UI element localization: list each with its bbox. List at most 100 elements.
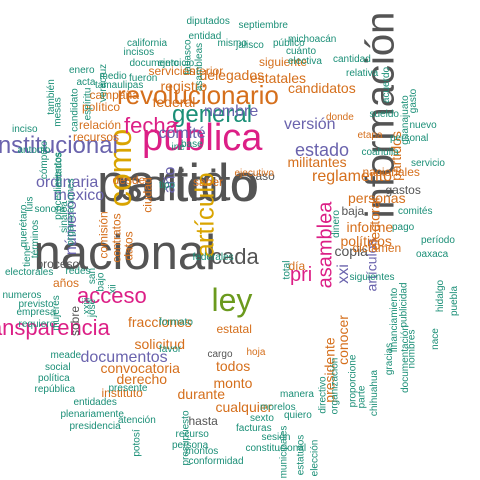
word-85: diputados	[186, 16, 230, 27]
word-66: datos	[121, 231, 136, 261]
word-189: bajo	[94, 272, 106, 292]
word-101: servicio	[411, 158, 445, 169]
word-185: redes	[65, 266, 91, 277]
word-71: gastos	[385, 183, 421, 197]
word-153: presidencia	[69, 421, 121, 432]
word-169: sexto	[250, 413, 274, 424]
word-20: méxico	[53, 187, 105, 204]
word-182: base	[181, 139, 203, 150]
word-113: documentación	[399, 325, 411, 393]
word-80: sobre	[68, 305, 83, 337]
word-122: acta	[76, 77, 96, 88]
word-100: personal	[390, 133, 429, 144]
word-107: nace	[429, 328, 441, 350]
word-83: entidad	[188, 31, 222, 42]
word-147: meade	[50, 350, 82, 361]
word-115: incisos	[123, 47, 155, 58]
word-175: parte	[355, 385, 367, 409]
word-31: registro	[160, 78, 208, 94]
word-156: potosí	[131, 429, 143, 457]
word-163: sesión	[261, 432, 291, 443]
word-144: empresa	[16, 307, 56, 318]
word-33: candidatos	[288, 80, 356, 96]
word-179: favor	[159, 344, 182, 355]
word-106: puebla	[449, 285, 461, 317]
word-30: delegados	[199, 67, 265, 83]
word-81: siguiente	[259, 55, 308, 69]
word-51: convocatoria	[100, 360, 180, 376]
word-78: total	[280, 260, 292, 280]
word-130: inciso	[12, 124, 38, 135]
word-137: luis	[24, 196, 36, 212]
word-87: jalisco	[236, 40, 264, 51]
word-53: durante	[177, 386, 225, 402]
word-52: derecho	[116, 371, 168, 387]
word-91: electiva	[288, 56, 322, 67]
word-25: ordinaria	[36, 174, 99, 191]
word-94: acuerdo	[381, 66, 393, 104]
word-114: california	[127, 38, 168, 49]
word-128: espíritu	[81, 87, 93, 121]
word-40: copia	[334, 243, 368, 259]
word-143: previsto	[18, 299, 54, 310]
word-99: nuevo	[409, 120, 437, 131]
word-47: personas	[348, 190, 406, 206]
word-16: pri	[290, 264, 313, 286]
word-77: tipo	[159, 180, 176, 191]
word-63: ciudad	[140, 177, 155, 213]
word-111: gracias	[384, 342, 396, 376]
word-178: dinero	[330, 210, 342, 238]
word-37: relación	[79, 118, 122, 132]
word-70: hasta	[188, 414, 218, 428]
word-0: partido	[97, 153, 260, 213]
word-160: montos	[185, 446, 219, 457]
word-28: reglamento	[312, 168, 393, 185]
word-154: presente	[108, 383, 148, 394]
word-155: atención	[118, 415, 156, 426]
word-35: servicios	[148, 64, 196, 78]
word-164: constitucional	[245, 443, 307, 454]
word-102: comités	[398, 206, 433, 217]
word-50: solicitud	[134, 336, 186, 352]
word-48: políticos	[340, 233, 392, 249]
word-151: entidades	[73, 397, 117, 408]
word-64: comisión	[96, 211, 111, 259]
word-93: relativa	[346, 68, 379, 79]
word-150: república	[34, 384, 76, 395]
word-119: ejercicio	[157, 58, 195, 69]
word-146: mujeres	[50, 295, 62, 331]
word-183: federales	[192, 252, 234, 263]
word-19: nombre	[204, 103, 259, 120]
word-56: cualquier	[215, 399, 273, 415]
word-86: septiembre	[238, 20, 288, 31]
word-90: cuánto	[286, 46, 317, 57]
word-26: versión	[284, 116, 336, 133]
word-187: josé	[87, 298, 99, 318]
word-166: estatutos	[294, 434, 306, 476]
word-165: municipales	[277, 425, 289, 479]
word-184: sinaloa	[58, 201, 70, 233]
word-18: comité	[158, 125, 206, 142]
word-67: años	[53, 276, 80, 290]
word-162: facturas	[236, 423, 272, 434]
word-38: recursos	[73, 130, 120, 144]
word-170: quiero	[284, 410, 312, 421]
word-136: sonora	[34, 204, 66, 215]
word-105: oaxaca	[416, 249, 449, 260]
word-177: siguientes	[349, 272, 395, 283]
word-134: cómputo	[39, 140, 51, 180]
word-62: desde	[112, 173, 146, 187]
word-36: político	[82, 100, 121, 114]
word-116: documento	[129, 58, 179, 69]
word-14: fecha	[124, 113, 178, 138]
word-7: ley	[211, 282, 253, 318]
word-75: hoja	[246, 347, 266, 358]
word-82: anterior	[182, 64, 224, 78]
word-149: política	[38, 373, 70, 384]
word-1: nacional	[33, 225, 217, 280]
word-108: hidalgo	[435, 279, 447, 313]
word-29: militantes	[287, 154, 347, 170]
word-57: día	[288, 259, 306, 273]
word-32: federal	[152, 94, 196, 110]
word-120: fueron	[129, 73, 158, 84]
